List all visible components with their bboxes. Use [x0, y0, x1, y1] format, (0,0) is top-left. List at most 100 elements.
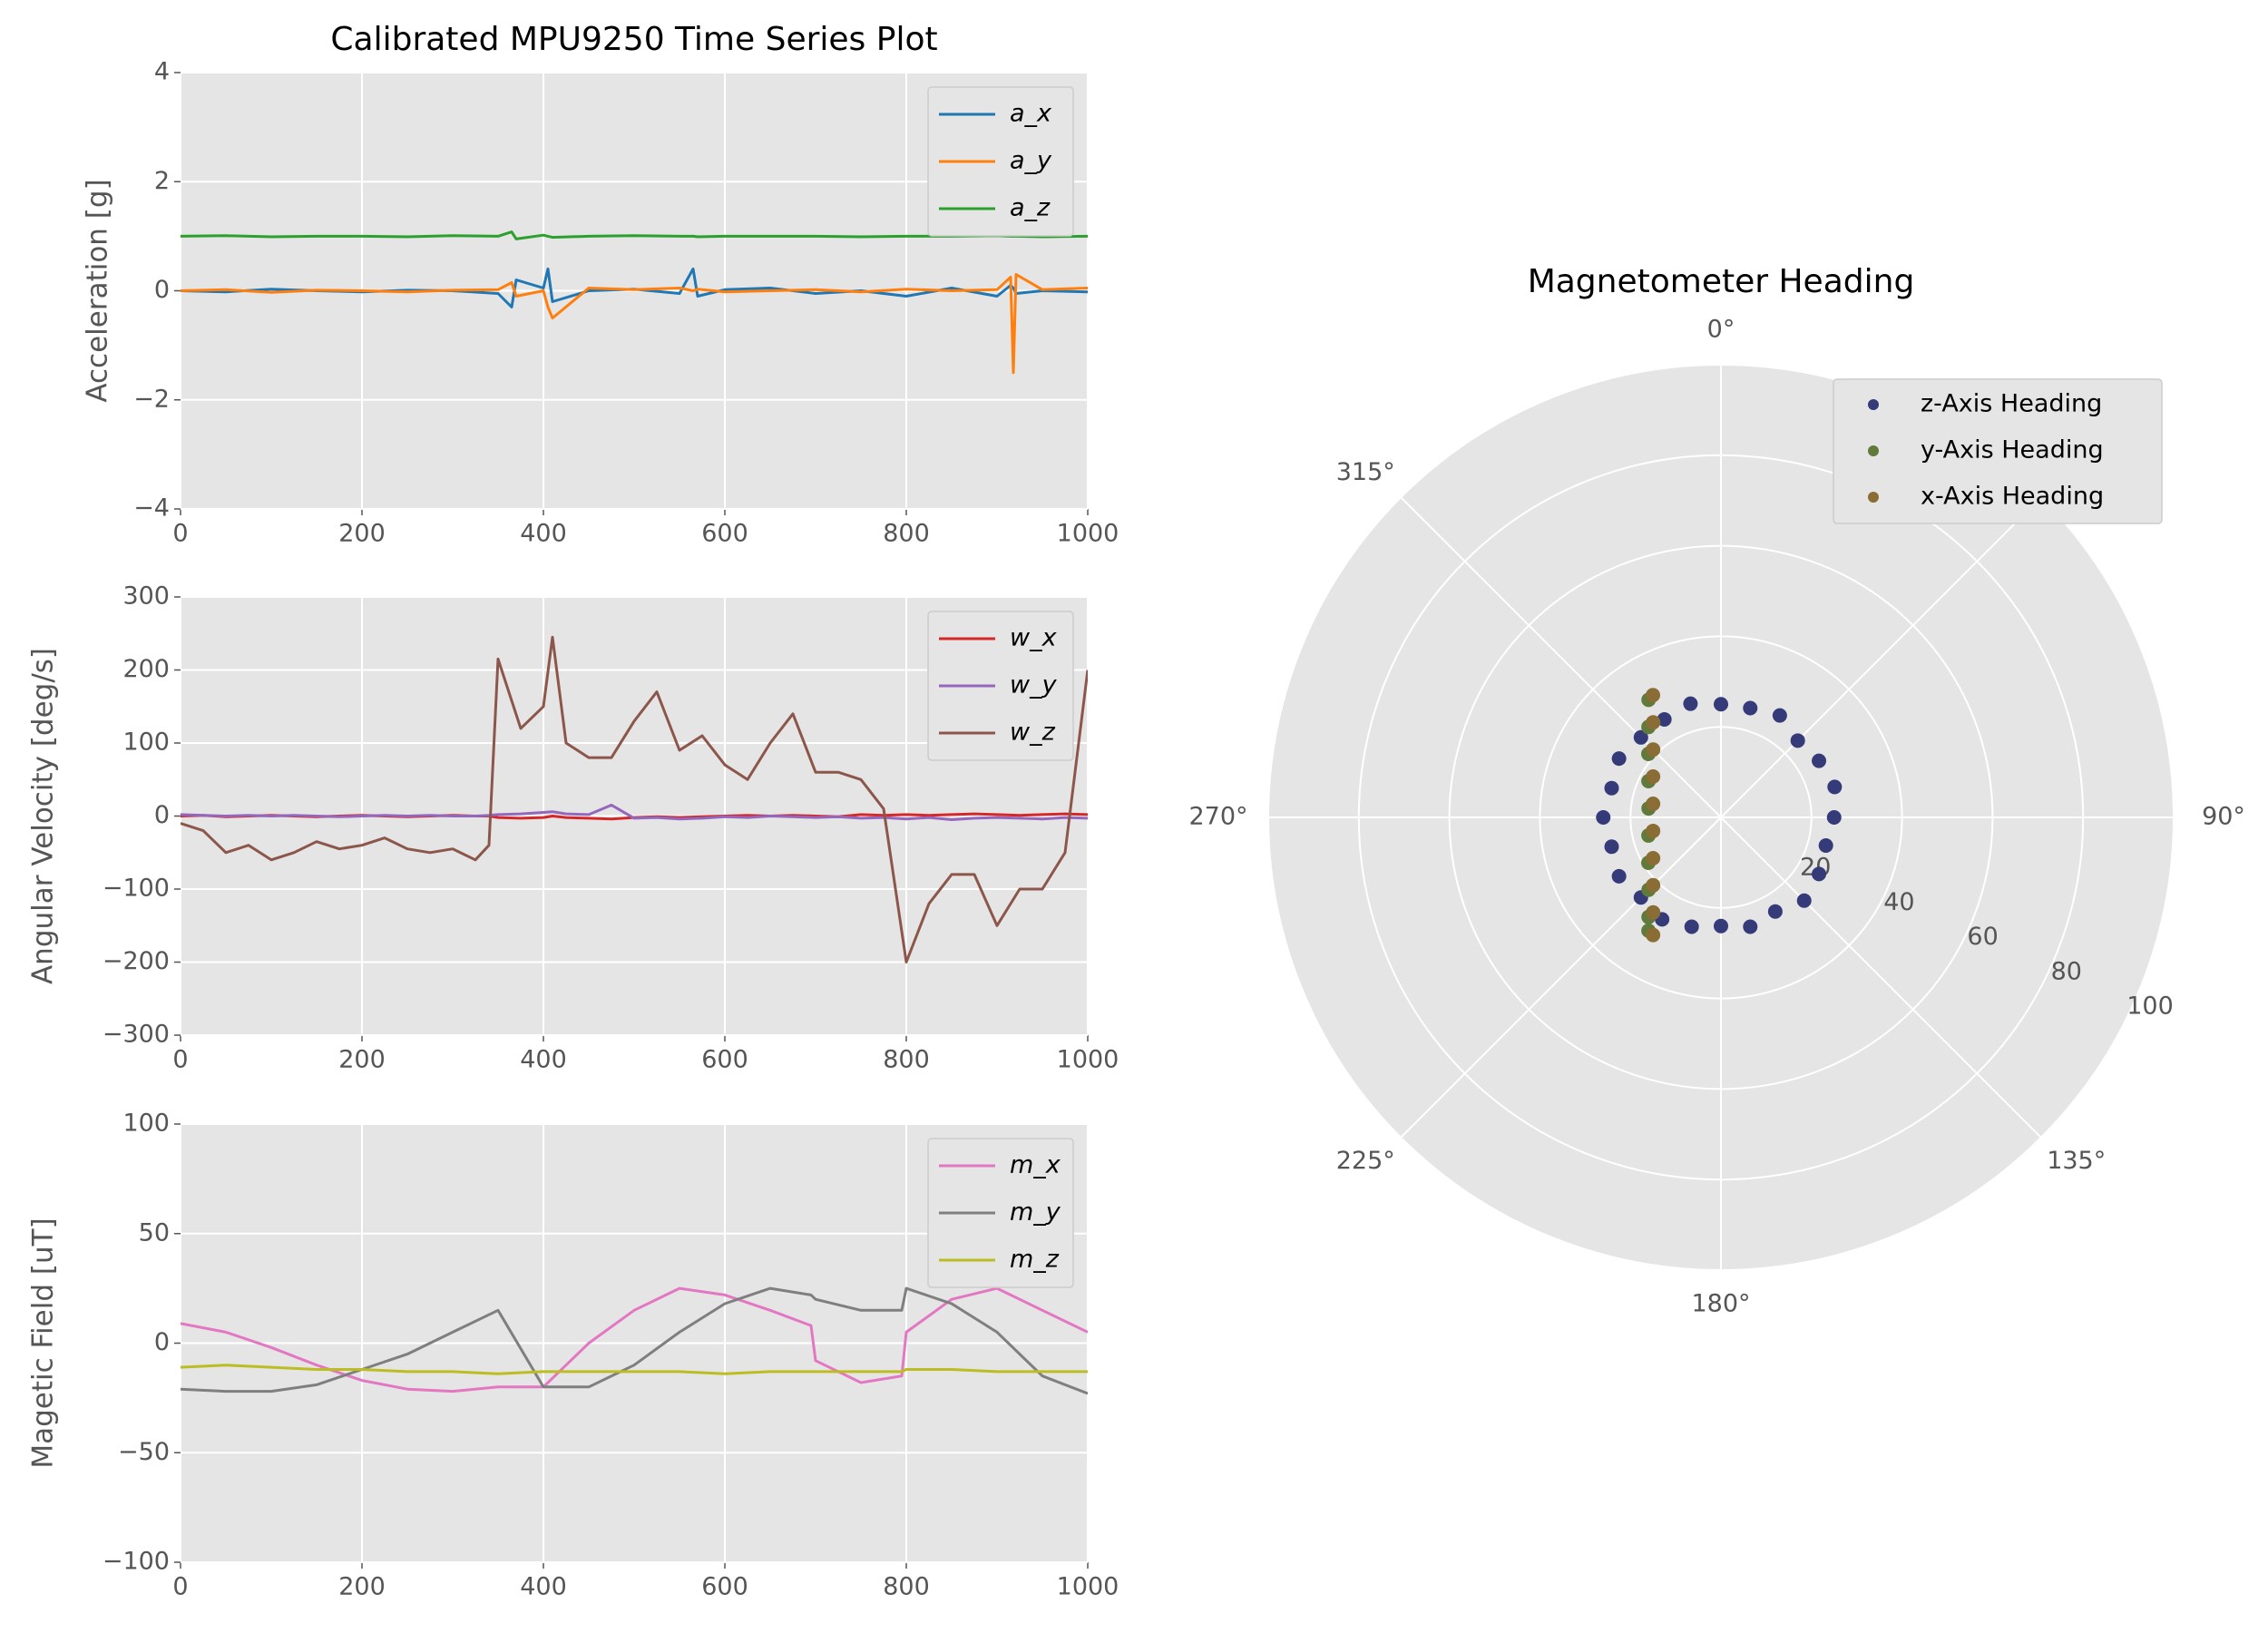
scatter-point	[1812, 753, 1827, 768]
series-line	[181, 803, 1088, 821]
legend-box	[927, 86, 1074, 237]
y-tick-label: 100	[122, 1110, 170, 1138]
x-tick-label: 1000	[1057, 1573, 1119, 1601]
theta-tick-label: 0°	[1707, 316, 1735, 344]
y-tick-label: −50	[118, 1438, 170, 1466]
r-tick-label: 80	[2051, 957, 2082, 985]
legend-label: a_x	[1010, 100, 1052, 128]
legend-label: m_z	[1010, 1246, 1060, 1274]
legend-swatch	[1868, 492, 1879, 503]
y-tick-label: 2	[154, 167, 170, 195]
y-tick-label: −4	[133, 494, 170, 523]
y-tick-label: 0	[154, 1328, 170, 1356]
scatter-point	[1827, 779, 1843, 795]
scatter-point	[1596, 810, 1611, 825]
x-tick-label: 600	[701, 1573, 748, 1601]
scatter-point	[1646, 769, 1661, 785]
grid-spoke	[1400, 496, 1722, 818]
scatter-point	[1646, 688, 1661, 703]
chart-title: Calibrated MPU9250 Time Series Plot	[330, 21, 937, 58]
series-line	[181, 635, 1088, 963]
scatter-point	[1604, 839, 1619, 855]
legend-label: w_x	[1010, 624, 1058, 652]
scatter-point	[1646, 905, 1661, 920]
y-tick-label: −2	[133, 385, 170, 413]
legend-label: w_y	[1010, 671, 1058, 699]
legend-label: a_z	[1010, 194, 1051, 222]
x-tick-label: 0	[172, 1046, 188, 1074]
y-tick-label: −100	[103, 1548, 170, 1576]
x-tick-label: 200	[338, 1573, 386, 1601]
scatter-point	[1646, 823, 1661, 838]
legend-swatch	[1868, 445, 1879, 456]
grid-spoke	[1400, 816, 1722, 1139]
x-tick-label: 400	[520, 1046, 567, 1074]
x-tick-label: 600	[701, 1046, 748, 1074]
y-tick-label: −100	[103, 875, 170, 903]
scatter-point	[1818, 837, 1833, 853]
scatter-point	[1790, 733, 1805, 748]
legend-swatch	[1868, 399, 1879, 410]
legend-label: z-Axis Heading	[1921, 390, 2102, 418]
y-axis-label: Angular Velocity [deg/s]	[27, 648, 60, 984]
y-tick-label: −200	[103, 947, 170, 975]
x-tick-label: 800	[883, 1573, 930, 1601]
legend-label: a_y	[1010, 147, 1052, 175]
theta-tick-label: 315°	[1336, 458, 1395, 486]
scatter-point	[1604, 780, 1619, 796]
x-tick-label: 400	[520, 520, 567, 548]
y-tick-label: 0	[154, 276, 170, 304]
y-tick-label: 300	[122, 582, 170, 611]
y-tick-label: 4	[154, 58, 170, 86]
grid-spoke	[1720, 496, 2042, 818]
y-tick-label: 200	[122, 655, 170, 683]
theta-tick-label: 270°	[1188, 803, 1247, 831]
legend-label: m_y	[1010, 1198, 1061, 1227]
x-tick-label: 1000	[1057, 1046, 1119, 1074]
x-tick-label: 600	[701, 520, 748, 548]
x-tick-label: 800	[883, 520, 930, 548]
y-tick-label: 50	[139, 1218, 170, 1247]
legend-box	[927, 1138, 1074, 1288]
scatter-point	[1767, 904, 1783, 919]
y-tick-label: 100	[122, 728, 170, 757]
y-tick-label: −300	[103, 1021, 170, 1049]
scatter-point	[1646, 742, 1661, 758]
scatter-point	[1646, 927, 1661, 943]
scatter-point	[1657, 711, 1672, 727]
legend-box	[927, 611, 1074, 761]
theta-tick-label: 180°	[1691, 1290, 1750, 1318]
legend-label: y-Axis Heading	[1921, 436, 2104, 464]
chart-title: Magnetometer Heading	[1528, 263, 1915, 300]
theta-tick-label: 135°	[2047, 1147, 2106, 1175]
legend-box	[1833, 378, 2163, 524]
scatter-point	[1826, 810, 1842, 825]
y-axis-label: Magetic Field [uT]	[27, 1217, 60, 1468]
scatter-point	[1772, 708, 1787, 723]
scatter-point	[1714, 918, 1728, 934]
series-line	[181, 1286, 1088, 1395]
x-tick-label: 800	[883, 1046, 930, 1074]
r-tick-label: 40	[1883, 888, 1914, 916]
series-line	[181, 273, 1088, 375]
r-tick-label: 100	[2126, 992, 2174, 1020]
r-tick-label: 60	[1967, 923, 1998, 951]
scatter-point	[1714, 697, 1728, 712]
x-tick-label: 0	[172, 520, 188, 548]
y-tick-label: 0	[154, 801, 170, 829]
scatter-point	[1812, 866, 1827, 882]
legend-label: w_z	[1010, 719, 1056, 747]
scatter-point	[1683, 696, 1698, 711]
scatter-point	[1743, 700, 1758, 716]
legend-label: x-Axis Heading	[1921, 483, 2104, 511]
x-tick-label: 0	[172, 1573, 188, 1601]
scatter-point	[1646, 797, 1661, 812]
scatter-point	[1611, 868, 1627, 884]
scatter-point	[1633, 729, 1648, 745]
grid-spoke	[1720, 816, 2042, 1139]
scatter-point	[1796, 893, 1812, 908]
x-tick-label: 1000	[1057, 520, 1119, 548]
scatter-point	[1611, 751, 1627, 767]
x-tick-label: 200	[338, 1046, 386, 1074]
